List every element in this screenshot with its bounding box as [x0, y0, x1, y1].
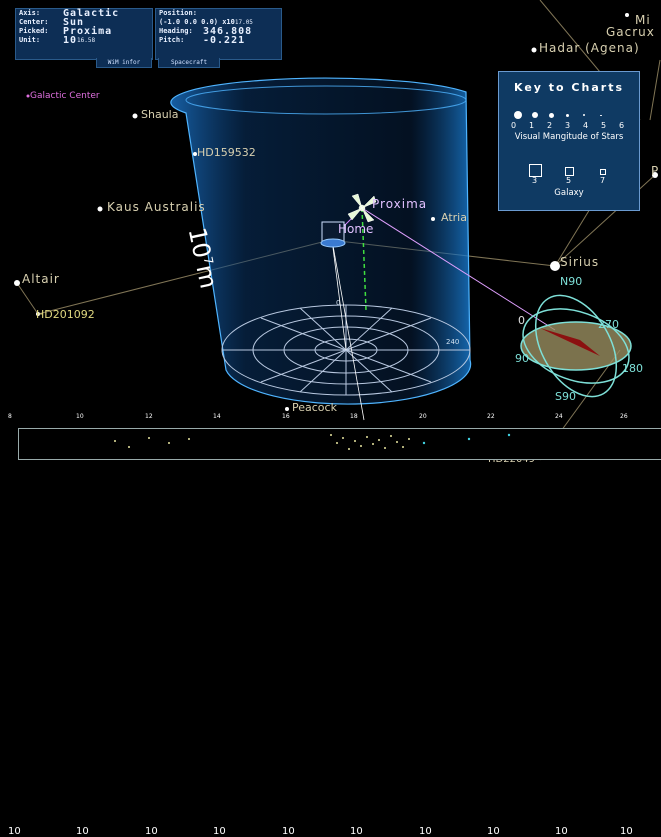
unit-label: Unit: — [19, 36, 41, 44]
scale-tick: 10 26 — [620, 413, 633, 837]
galaxy-squares — [529, 164, 609, 184]
heading-value: 346.808 — [203, 26, 253, 37]
home-label[interactable]: Home — [338, 222, 374, 236]
gimbal-north: N90 — [560, 275, 583, 288]
scale-tick: 10 12 — [145, 413, 158, 837]
magnitude-caption: Visual Mangitude of Stars — [514, 132, 624, 142]
key-title: Key to Charts — [514, 81, 624, 94]
svg-text:240: 240 — [446, 338, 459, 346]
position-exponent: 17.05 — [234, 19, 253, 26]
gimbal-zero: 0 — [518, 314, 525, 327]
spacecraft-tab[interactable]: Spacecraft — [158, 58, 220, 68]
starfield-canvas[interactable]: 240 0 — [0, 0, 661, 463]
gacrux-label[interactable]: Gacrux — [606, 25, 655, 39]
sirius-label[interactable]: Sirius — [560, 255, 600, 269]
home-marker[interactable] — [320, 221, 346, 248]
galaxy-caption: Galaxy — [554, 188, 584, 198]
gimbal-west: 90 — [515, 352, 529, 365]
scale-tick: 10 16 — [282, 413, 295, 837]
hd159532-label[interactable]: HD159532 — [197, 146, 256, 159]
scale-bar-markers — [114, 433, 511, 450]
hd201092-label[interactable]: HD201092 — [36, 308, 95, 321]
gimbal-south: S90 — [555, 390, 576, 403]
center-label: Center: — [19, 18, 49, 26]
hadar-label[interactable]: Hadar (Agena) — [539, 41, 640, 55]
unit-exponent: 16.58 — [77, 37, 96, 44]
stars[interactable] — [14, 13, 658, 411]
position-value: (-1.0 0.0 0.0) x10 — [159, 18, 235, 26]
picked-label: Picked: — [19, 27, 49, 35]
scale-tick: 10 14 — [213, 413, 226, 837]
scale-tick: 10 24 — [555, 413, 568, 837]
observer-info-panel: Axis: Galactic Center: Sun Picked: Proxima … — [15, 8, 153, 68]
proxima-marker[interactable] — [347, 193, 377, 223]
log-scale-bar[interactable] — [18, 428, 661, 460]
svg-text:0: 0 — [336, 299, 340, 307]
scale-tick: 10 20 — [419, 413, 432, 837]
pitch-value: -0.221 — [203, 35, 246, 46]
gimbal-east: 270 — [598, 318, 619, 331]
altair-label[interactable]: Altair — [22, 272, 60, 286]
heading-label: Heading: — [159, 27, 193, 35]
scale-cylinder — [170, 77, 472, 405]
wim-info-tab[interactable]: WiM infor — [96, 58, 152, 68]
proxima-label[interactable]: Proxima — [372, 197, 428, 211]
position-label: Position: — [159, 9, 197, 17]
spacecraft-info-panel: Position: (-1.0 0.0 0.0) x10 17.05 Headin… — [155, 8, 282, 68]
unit-value: 10 — [63, 35, 78, 46]
p-label[interactable]: P — [651, 164, 659, 178]
center-value: Sun — [63, 17, 85, 28]
axis-label: Axis: — [19, 9, 41, 17]
peacock-label[interactable]: Peacock — [292, 401, 337, 414]
axis-value: Galactic — [63, 8, 120, 19]
scale-tick: 10 8 — [8, 413, 21, 837]
magnitude-dots — [509, 110, 629, 120]
orientation-gimbal[interactable] — [513, 281, 640, 410]
key-to-charts-panel: Key to Charts 0 1 2 3 4 5 6 Visual Mangi… — [498, 71, 640, 211]
gimbal-southeast: 180 — [622, 362, 643, 375]
scale-tick: 10 10 — [76, 413, 89, 837]
scale-tick: 10 22 — [487, 413, 500, 837]
galactic-center-label[interactable]: Galactic Center — [30, 91, 100, 101]
pitch-label: Pitch: — [159, 36, 185, 44]
picked-value: Proxima — [63, 26, 113, 37]
mi-label[interactable]: Mi — [635, 13, 651, 27]
atria-label[interactable]: Atria — [441, 211, 467, 224]
shaula-label[interactable]: Shaula — [141, 108, 179, 121]
kaus-australis-label[interactable]: Kaus Australis — [107, 200, 206, 214]
scale-tick: 10 18 — [350, 413, 363, 837]
